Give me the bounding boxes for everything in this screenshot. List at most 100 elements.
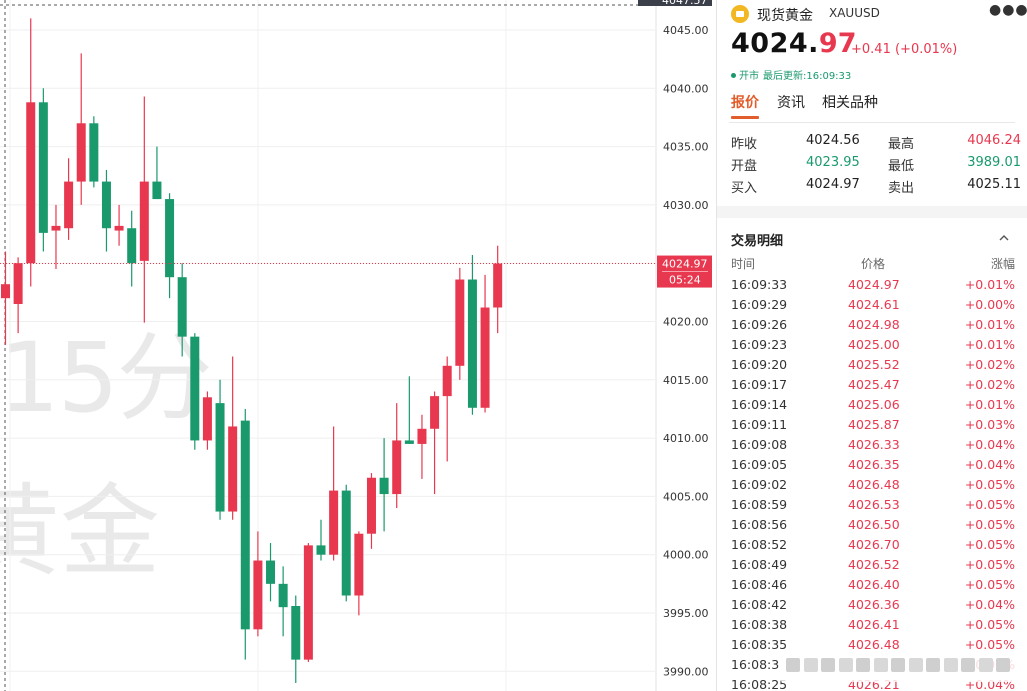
candle-body[interactable] (177, 277, 187, 337)
candle-body[interactable] (101, 181, 111, 229)
watermark-glyph (838, 658, 853, 672)
candle-body[interactable] (165, 199, 175, 278)
candle-body[interactable] (329, 490, 339, 555)
ellipsis-icon[interactable]: ●●● (989, 2, 1027, 18)
candle-body[interactable] (278, 583, 288, 608)
candle-body[interactable] (51, 225, 61, 231)
candle-body[interactable] (480, 307, 490, 408)
watermark-glyph (891, 658, 905, 672)
candle-body[interactable] (392, 440, 402, 495)
y-tick-label: 4020.00 (663, 316, 709, 329)
crosshair-price-label: 4047.57 (662, 0, 708, 7)
trade-price: 4025.87 (848, 417, 900, 432)
divider (729, 122, 1015, 123)
candle-body[interactable] (354, 533, 364, 596)
trade-time: 16:08:56 (731, 517, 788, 532)
candle-body[interactable] (291, 606, 301, 660)
watermark-glyph (961, 658, 975, 672)
candle-body[interactable] (493, 263, 503, 308)
trade-change: +0.01% (964, 397, 1015, 412)
chart-svg[interactable]: 4045.004040.004035.004030.004025.004020.… (0, 0, 716, 691)
trade-change: +0.04% (964, 457, 1015, 472)
candle-body[interactable] (1, 284, 10, 299)
candle-body[interactable] (127, 228, 137, 264)
trade-change: +0.05% (964, 497, 1015, 512)
candle-body[interactable] (240, 420, 250, 630)
tab-news[interactable]: 资讯 (777, 95, 805, 111)
candle-body[interactable] (38, 102, 48, 233)
candle-body[interactable] (455, 279, 465, 366)
candle-body[interactable] (152, 181, 162, 200)
stat-value-high: 4046.24 (967, 133, 1021, 148)
candle-body[interactable] (430, 396, 440, 429)
candle-body[interactable] (114, 225, 124, 231)
trades-list[interactable]: 16:09:33 4024.97 +0.01% 16:09:29 4024.61 +0.0… (731, 276, 1015, 691)
trade-price: 4026.70 (848, 537, 900, 552)
trade-change: +0.04% (964, 597, 1015, 612)
watermark-glyph (996, 658, 1010, 672)
stat-row: 买入 4024.97 卖出 4025.11 (731, 177, 1021, 199)
candle-body[interactable] (215, 403, 225, 512)
trade-change: +0.01% (964, 337, 1015, 352)
candle-body[interactable] (228, 426, 238, 512)
price-change: +0.41 (+0.01%) (851, 42, 957, 57)
stat-label-ask: 卖出 (888, 181, 915, 196)
trade-row: 16:09:29 4024.61 +0.00% (731, 296, 1015, 316)
candle-body[interactable] (266, 560, 276, 584)
trade-time: 16:09:08 (731, 437, 788, 452)
y-tick-label: 4040.00 (663, 82, 709, 95)
trades-section-title: 交易明细 (731, 234, 784, 249)
trade-change: +0.05% (964, 617, 1015, 632)
active-tab-indicator (731, 116, 759, 119)
column-header-price: 价格 (861, 257, 886, 271)
candle-body[interactable] (303, 545, 313, 660)
last-update-time: 最后更新:16:09:33 (763, 71, 852, 82)
y-tick-label: 4010.00 (663, 432, 709, 445)
chevron-up-icon[interactable] (997, 231, 1011, 245)
quote-panel: 现货黄金 XAUUSD ●●● 4024.97 +0.41 (+0.01%) 开… (716, 0, 1027, 691)
candle-body[interactable] (442, 365, 452, 397)
y-tick-label: 3990.00 (663, 665, 709, 678)
candle-body[interactable] (202, 397, 212, 441)
trade-price: 4026.48 (848, 637, 900, 652)
panel-tabs: 报价 资讯 相关品种 (731, 92, 1015, 119)
candle-body[interactable] (64, 181, 74, 229)
trade-price: 4026.40 (848, 577, 900, 592)
candle-body[interactable] (467, 279, 477, 408)
candle-body[interactable] (341, 490, 351, 596)
price-integer-part: 4024. (731, 28, 819, 59)
watermark-glyph (821, 658, 835, 672)
candle-body[interactable] (379, 477, 389, 495)
trade-time: 16:09:29 (731, 297, 788, 312)
trade-change: +0.05% (964, 557, 1015, 572)
candlestick-chart[interactable]: .15分 黄金 4045.004040.004035.004030.004025… (0, 0, 716, 691)
candle-body[interactable] (253, 560, 263, 630)
trade-row: 16:08:56 4026.50 +0.05% (731, 516, 1015, 536)
candle-body[interactable] (13, 263, 23, 305)
watermark-overlay (780, 650, 1015, 682)
candle-body[interactable] (404, 440, 414, 444)
candle-body[interactable] (417, 428, 427, 444)
candle-body[interactable] (76, 123, 86, 182)
trade-price: 4024.61 (848, 297, 900, 312)
column-header-time: 时间 (731, 257, 756, 271)
candle-body[interactable] (26, 102, 36, 264)
candle-body[interactable] (89, 123, 99, 182)
trade-time: 16:08:35 (731, 637, 788, 652)
gold-bar-icon (731, 5, 749, 23)
trade-time: 16:08:3 (731, 657, 780, 672)
tab-related[interactable]: 相关品种 (822, 95, 878, 111)
candle-body[interactable] (316, 545, 326, 555)
trade-row: 16:09:05 4026.35 +0.04% (731, 456, 1015, 476)
candle-body[interactable] (190, 336, 200, 441)
tab-quote[interactable]: 报价 (731, 95, 759, 111)
stat-value-bid: 4024.97 (806, 177, 860, 192)
trade-time: 16:09:20 (731, 357, 788, 372)
trade-price: 4025.00 (848, 337, 900, 352)
candle-body[interactable] (366, 477, 376, 534)
trade-row: 16:09:17 4025.47 +0.02% (731, 376, 1015, 396)
trade-change: +0.05% (964, 537, 1015, 552)
current-price-label: 4024.97 (662, 258, 708, 271)
candle-body[interactable] (139, 181, 149, 261)
